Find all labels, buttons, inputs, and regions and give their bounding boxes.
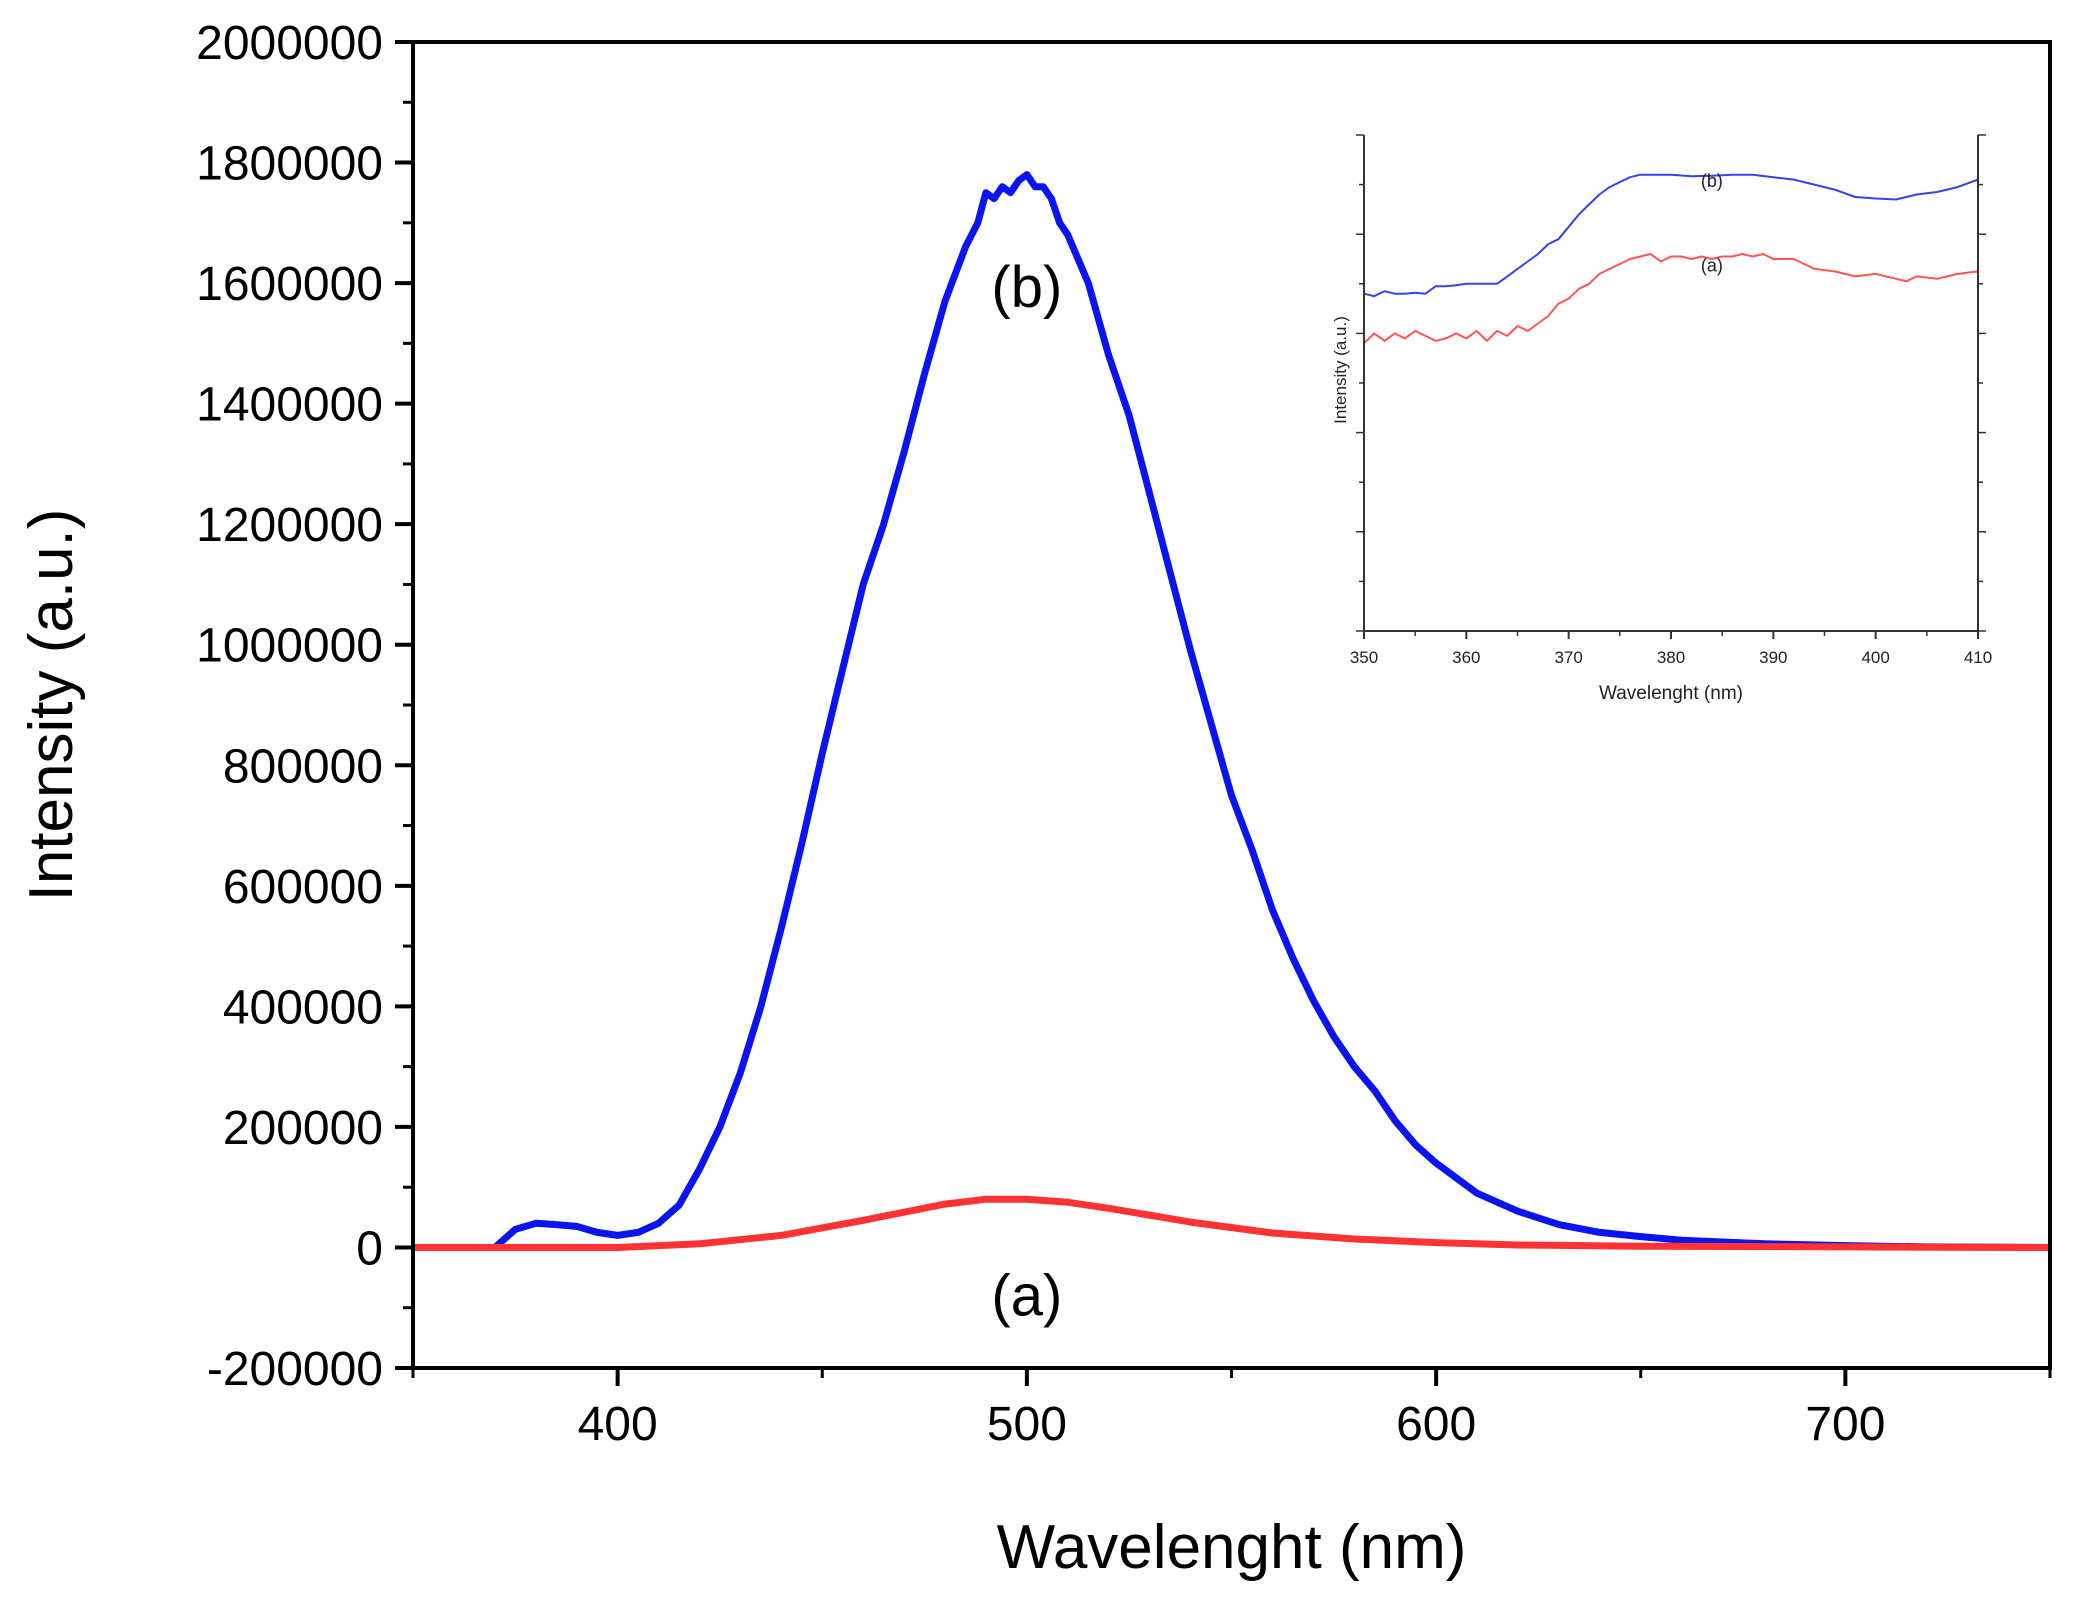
inset-x-tick-label: 400 <box>1861 648 1889 667</box>
main-x-tick-label: 600 <box>1396 1398 1476 1451</box>
main-y-axis-label: Intensity (a.u.) <box>17 509 86 902</box>
inset-x-tick-label: 370 <box>1554 648 1582 667</box>
series-a-annotation: (a) <box>991 1264 1062 1329</box>
main-y-tick-label: 400000 <box>223 981 383 1034</box>
main-x-tick-label: 500 <box>987 1398 1067 1451</box>
main-y-tick-label: 1000000 <box>196 620 383 673</box>
main-series-line-a <box>413 1195 2051 1251</box>
inset-x-tick-label: 390 <box>1759 648 1787 667</box>
main-y-tick-label: 600000 <box>223 861 383 914</box>
main-plot: -200000 0 200000 400000 600000 800000 1000000 1… <box>17 17 2052 1582</box>
main-x-tick-label: 400 <box>578 1398 658 1451</box>
main-y-tick-labels: -200000 0 200000 400000 600000 800000 1000000 1… <box>196 17 383 1396</box>
series-b-annotation: (b) <box>991 255 1062 320</box>
main-plot-frame <box>411 40 2052 1370</box>
inset-series-line-b <box>1363 173 1979 298</box>
inset-x-tick-label: 350 <box>1350 648 1378 667</box>
main-y-tick-label: 1200000 <box>196 499 383 552</box>
inset-series-group <box>1363 173 1979 345</box>
main-x-tick-labels: 400 500 600 700 <box>578 1398 1886 1451</box>
main-y-tick-label: -200000 <box>207 1343 383 1396</box>
inset-x-axis-label: Wavelenght (nm) <box>1599 683 1743 704</box>
inset-x-tick-labels: 350 360 370 380 390 400 410 <box>1350 648 1992 667</box>
inset-plot-frame <box>1363 135 1979 632</box>
main-y-tick-label: 1600000 <box>196 258 383 311</box>
main-x-axis-label: Wavelenght (nm) <box>997 1513 1467 1582</box>
main-y-tick-label: 1800000 <box>196 138 383 191</box>
main-y-tick-label: 200000 <box>223 1102 383 1155</box>
main-y-tick-label: 0 <box>356 1222 383 1275</box>
inset-series-b-annotation: (b) <box>1701 171 1723 191</box>
main-y-tick-label: 800000 <box>223 740 383 793</box>
inset-series-a-annotation: (a) <box>1701 255 1723 275</box>
inset-x-tick-label: 360 <box>1452 648 1480 667</box>
inset-plot: 350 360 370 380 390 400 410 Wavelenght (nm) In… <box>1331 134 1992 704</box>
inset-y-axis-label: Intensity (a.u.) <box>1331 316 1350 424</box>
inset-background <box>1364 135 1978 631</box>
main-y-tick-label: 2000000 <box>196 17 383 70</box>
inset-series-line-a <box>1363 253 1979 345</box>
inset-x-tick-label: 410 <box>1964 648 1992 667</box>
main-series-line-b <box>413 171 2051 1251</box>
main-y-tick-label: 1400000 <box>196 379 383 432</box>
inset-x-tick-label: 380 <box>1657 648 1685 667</box>
main-series-group <box>413 171 2051 1251</box>
main-x-tick-label: 700 <box>1805 1398 1885 1451</box>
